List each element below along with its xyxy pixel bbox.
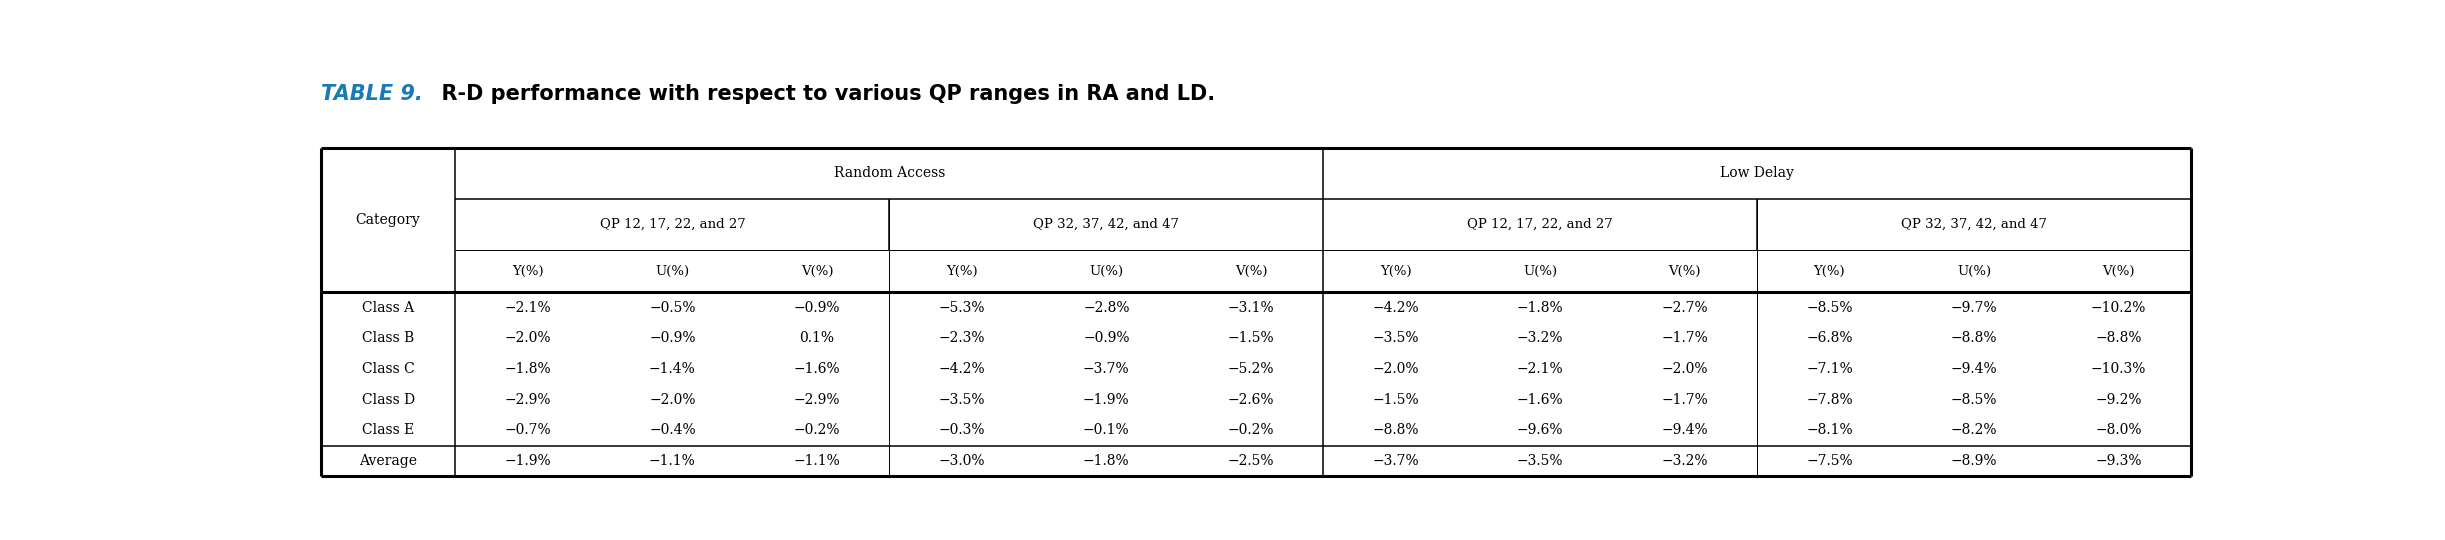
Text: −0.9%: −0.9% <box>795 301 841 315</box>
Text: −3.0%: −3.0% <box>939 454 985 468</box>
Text: −1.8%: −1.8% <box>1516 301 1562 315</box>
Text: −7.8%: −7.8% <box>1807 393 1853 407</box>
Text: −0.2%: −0.2% <box>1227 423 1274 437</box>
Text: −1.8%: −1.8% <box>504 362 550 376</box>
Text: −8.5%: −8.5% <box>1951 393 1998 407</box>
Text: QP 32, 37, 42, and 47: QP 32, 37, 42, and 47 <box>1902 218 2046 231</box>
Text: −2.6%: −2.6% <box>1227 393 1274 407</box>
Text: QP 12, 17, 22, and 27: QP 12, 17, 22, and 27 <box>599 218 746 231</box>
Text: −3.7%: −3.7% <box>1083 362 1130 376</box>
Text: −4.2%: −4.2% <box>939 362 985 376</box>
Text: −2.1%: −2.1% <box>1516 362 1562 376</box>
Text: −0.2%: −0.2% <box>795 423 841 437</box>
Text: TABLE 9.: TABLE 9. <box>320 84 423 104</box>
Text: −8.8%: −8.8% <box>1372 423 1418 437</box>
Text: −0.9%: −0.9% <box>648 332 697 346</box>
Text: 0.1%: 0.1% <box>800 332 834 346</box>
Text: −3.7%: −3.7% <box>1372 454 1418 468</box>
Text: Y(%): Y(%) <box>946 265 978 278</box>
Text: −8.8%: −8.8% <box>1951 332 1998 346</box>
Text: −1.4%: −1.4% <box>648 362 697 376</box>
Text: −9.7%: −9.7% <box>1951 301 1998 315</box>
Text: −9.4%: −9.4% <box>1951 362 1998 376</box>
Text: −5.3%: −5.3% <box>939 301 985 315</box>
Text: −0.7%: −0.7% <box>504 423 550 437</box>
Text: U(%): U(%) <box>1088 265 1122 278</box>
Text: −8.0%: −8.0% <box>2095 423 2142 437</box>
Text: −3.2%: −3.2% <box>1516 332 1562 346</box>
Text: −3.5%: −3.5% <box>1372 332 1418 346</box>
Text: −0.9%: −0.9% <box>1083 332 1130 346</box>
Text: −2.7%: −2.7% <box>1663 301 1709 315</box>
Text: −4.2%: −4.2% <box>1372 301 1418 315</box>
Text: V(%): V(%) <box>2103 265 2134 278</box>
Text: Average: Average <box>359 454 418 468</box>
Text: V(%): V(%) <box>802 265 834 278</box>
Text: Class E: Class E <box>362 423 413 437</box>
Text: −9.4%: −9.4% <box>1663 423 1709 437</box>
Text: −0.4%: −0.4% <box>648 423 697 437</box>
Text: −0.1%: −0.1% <box>1083 423 1130 437</box>
Text: QP 32, 37, 42, and 47: QP 32, 37, 42, and 47 <box>1034 218 1178 231</box>
Text: Class D: Class D <box>362 393 416 407</box>
Text: −3.5%: −3.5% <box>1516 454 1562 468</box>
Text: −1.5%: −1.5% <box>1372 393 1418 407</box>
Text: V(%): V(%) <box>1235 265 1267 278</box>
Text: −1.8%: −1.8% <box>1083 454 1130 468</box>
Text: −2.9%: −2.9% <box>504 393 550 407</box>
Text: −8.1%: −8.1% <box>1807 423 1853 437</box>
Text: −0.3%: −0.3% <box>939 423 985 437</box>
Text: −10.3%: −10.3% <box>2090 362 2147 376</box>
Text: −2.0%: −2.0% <box>1372 362 1418 376</box>
Text: U(%): U(%) <box>1956 265 1990 278</box>
Text: −6.8%: −6.8% <box>1807 332 1853 346</box>
Text: −9.6%: −9.6% <box>1516 423 1562 437</box>
Text: −8.9%: −8.9% <box>1951 454 1998 468</box>
Text: −2.5%: −2.5% <box>1227 454 1274 468</box>
Text: Class B: Class B <box>362 332 413 346</box>
Text: Random Access: Random Access <box>834 166 946 180</box>
Text: −3.1%: −3.1% <box>1227 301 1274 315</box>
Text: −7.1%: −7.1% <box>1807 362 1853 376</box>
Text: U(%): U(%) <box>1523 265 1557 278</box>
Text: −2.3%: −2.3% <box>939 332 985 346</box>
Text: −2.1%: −2.1% <box>504 301 550 315</box>
Text: −1.6%: −1.6% <box>1516 393 1562 407</box>
Text: Y(%): Y(%) <box>511 265 543 278</box>
Text: −1.5%: −1.5% <box>1227 332 1274 346</box>
Text: Category: Category <box>355 213 421 227</box>
Text: Y(%): Y(%) <box>1814 265 1846 278</box>
Text: −9.2%: −9.2% <box>2095 393 2142 407</box>
Text: R-D performance with respect to various QP ranges in RA and LD.: R-D performance with respect to various … <box>428 84 1215 104</box>
Text: Low Delay: Low Delay <box>1721 166 1795 180</box>
Text: Class C: Class C <box>362 362 416 376</box>
Text: −2.0%: −2.0% <box>504 332 550 346</box>
Text: −1.1%: −1.1% <box>795 454 841 468</box>
Text: −1.7%: −1.7% <box>1663 393 1709 407</box>
Text: −0.5%: −0.5% <box>648 301 697 315</box>
Text: −7.5%: −7.5% <box>1807 454 1853 468</box>
Text: −1.6%: −1.6% <box>795 362 841 376</box>
Text: −1.9%: −1.9% <box>1083 393 1130 407</box>
Text: −3.2%: −3.2% <box>1663 454 1709 468</box>
Text: −8.2%: −8.2% <box>1951 423 1998 437</box>
Text: −2.0%: −2.0% <box>648 393 697 407</box>
Text: QP 12, 17, 22, and 27: QP 12, 17, 22, and 27 <box>1467 218 1614 231</box>
Text: −1.9%: −1.9% <box>504 454 550 468</box>
Text: −8.5%: −8.5% <box>1807 301 1853 315</box>
Text: Y(%): Y(%) <box>1379 265 1411 278</box>
Text: −10.2%: −10.2% <box>2090 301 2147 315</box>
Text: U(%): U(%) <box>655 265 689 278</box>
Text: −1.1%: −1.1% <box>648 454 697 468</box>
Text: −2.0%: −2.0% <box>1663 362 1709 376</box>
Text: V(%): V(%) <box>1667 265 1702 278</box>
Text: −8.8%: −8.8% <box>2095 332 2142 346</box>
Text: Class A: Class A <box>362 301 413 315</box>
Text: −3.5%: −3.5% <box>939 393 985 407</box>
Text: −9.3%: −9.3% <box>2095 454 2142 468</box>
Text: −5.2%: −5.2% <box>1227 362 1274 376</box>
Text: −1.7%: −1.7% <box>1663 332 1709 346</box>
Text: −2.8%: −2.8% <box>1083 301 1130 315</box>
Text: −2.9%: −2.9% <box>795 393 841 407</box>
